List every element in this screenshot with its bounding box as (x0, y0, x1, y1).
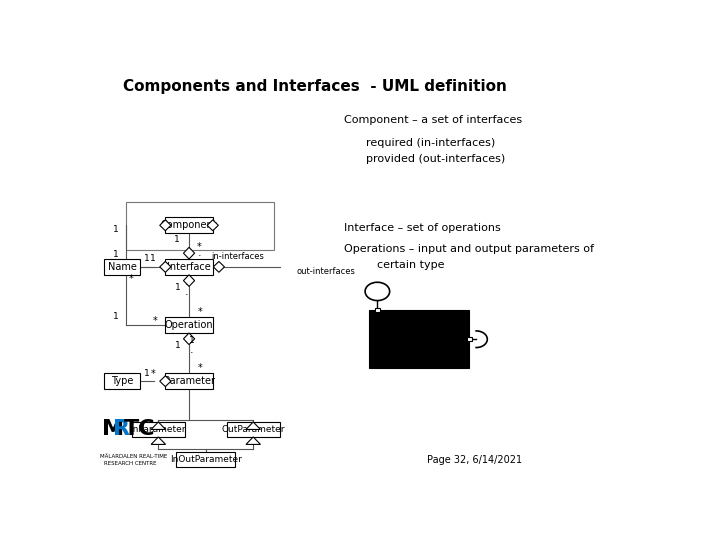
Text: 1: 1 (113, 312, 119, 321)
Text: *: * (198, 307, 202, 317)
Text: .: . (184, 277, 188, 287)
Text: Parameter: Parameter (163, 376, 215, 386)
Text: MÄLARDALEN REAL-TIME: MÄLARDALEN REAL-TIME (100, 454, 167, 458)
Text: 1: 1 (150, 254, 156, 263)
Text: Component – a set of interfaces: Component – a set of interfaces (344, 114, 522, 125)
Text: in-interfaces: in-interfaces (212, 252, 264, 261)
Text: InOutParameter: InOutParameter (170, 455, 242, 464)
Text: RESEARCH CENTRE: RESEARCH CENTRE (104, 461, 156, 465)
Polygon shape (151, 437, 166, 444)
Text: InParameter: InParameter (130, 425, 186, 434)
Text: .: . (197, 248, 201, 258)
Text: 1: 1 (113, 225, 119, 234)
Text: 1: 1 (144, 369, 150, 378)
Text: Name: Name (108, 262, 137, 272)
Text: OutParameter: OutParameter (222, 425, 285, 434)
Text: Component: Component (161, 220, 217, 230)
Polygon shape (213, 261, 225, 272)
Text: .: . (190, 345, 194, 355)
Text: 1: 1 (144, 254, 150, 263)
Text: 1: 1 (174, 235, 180, 244)
Text: 1: 1 (113, 250, 119, 259)
Text: Operations – input and output parameters of: Operations – input and output parameters… (344, 244, 594, 254)
Text: 1: 1 (175, 283, 181, 292)
Text: 1: 1 (175, 341, 181, 350)
Bar (166, 218, 213, 233)
Text: certain type: certain type (377, 260, 445, 270)
Text: R: R (114, 419, 130, 439)
Text: Operation: Operation (165, 320, 213, 330)
Polygon shape (207, 220, 218, 231)
Polygon shape (160, 220, 171, 231)
Polygon shape (184, 275, 194, 286)
Bar (467, 337, 472, 341)
Text: M: M (102, 419, 125, 439)
Text: out-interfaces: out-interfaces (297, 267, 356, 275)
Text: Interface – set of operations: Interface – set of operations (344, 223, 500, 233)
Text: Page 32, 6/14/2021: Page 32, 6/14/2021 (428, 455, 523, 465)
Polygon shape (160, 376, 171, 387)
Bar (104, 259, 140, 275)
Text: *: * (197, 242, 202, 252)
Bar (176, 452, 235, 467)
Text: *: * (150, 369, 156, 379)
Bar (104, 373, 140, 389)
Text: *: * (128, 274, 133, 285)
Polygon shape (151, 422, 166, 429)
Text: 1: 1 (189, 336, 194, 345)
Bar (166, 259, 213, 275)
Text: *: * (198, 363, 202, 373)
Text: provided (out-interfaces): provided (out-interfaces) (366, 154, 505, 164)
Bar (227, 422, 279, 437)
Text: *: * (153, 316, 158, 326)
Circle shape (365, 282, 390, 301)
Polygon shape (246, 437, 261, 444)
Polygon shape (184, 333, 194, 345)
Text: .: . (184, 287, 188, 297)
Polygon shape (160, 261, 171, 272)
Text: TC: TC (124, 419, 155, 439)
Bar (166, 373, 213, 389)
Polygon shape (184, 247, 194, 259)
Text: Type: Type (111, 376, 133, 386)
Bar (132, 422, 185, 437)
Bar (374, 308, 380, 312)
Bar (166, 317, 213, 333)
Text: Components and Interfaces  - UML definition: Components and Interfaces - UML definiti… (124, 79, 508, 94)
Bar (369, 310, 469, 368)
Polygon shape (246, 422, 261, 429)
Text: required (in-interfaces): required (in-interfaces) (366, 138, 495, 147)
Bar (126, 202, 274, 250)
Text: Interface: Interface (167, 262, 211, 272)
